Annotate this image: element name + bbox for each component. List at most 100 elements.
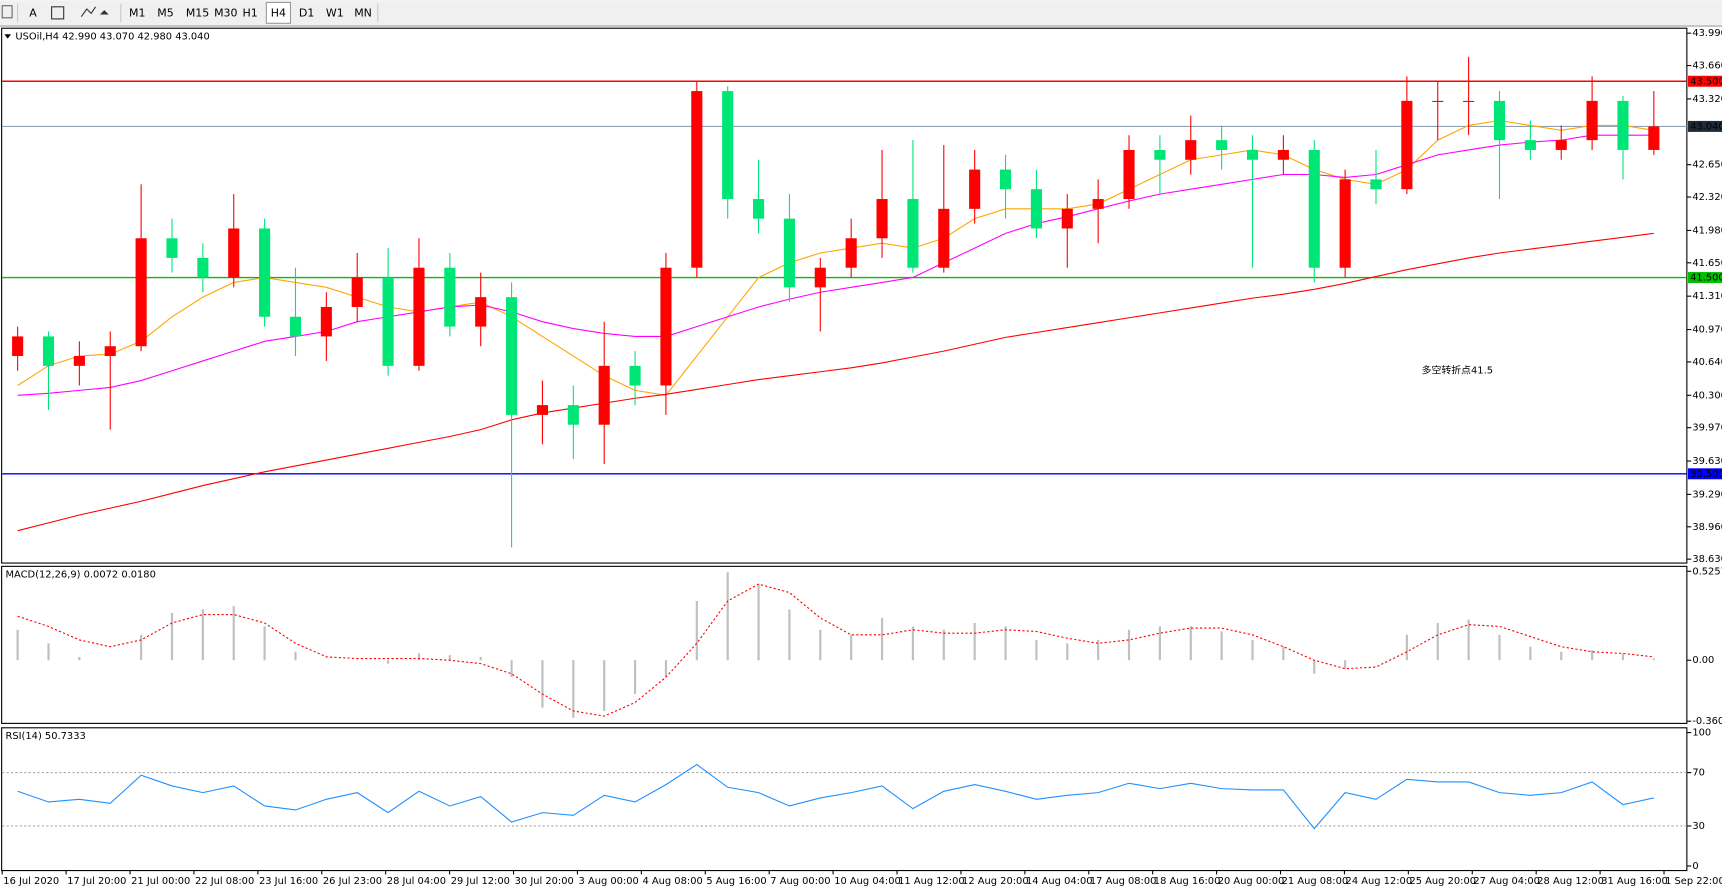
x-tick-label: 24 Aug 12:00 <box>1346 876 1413 887</box>
timeframe-button[interactable]: M30 <box>214 6 237 19</box>
candle-body <box>506 297 518 415</box>
panel-title: MACD(12,26,9) 0.0072 0.0180 <box>5 570 155 581</box>
y-tick-label: 40.300 <box>1692 390 1722 401</box>
timeframe-button[interactable]: M15 <box>186 6 209 19</box>
signal-line <box>17 583 1654 717</box>
chart-area: 43.990 43.660 43.320 42.650 42.320 41.980 41.6… <box>1 27 1722 887</box>
candle-body <box>1123 149 1135 200</box>
x-tick-label: 29 Jul 12:00 <box>451 876 510 887</box>
candle-body <box>814 267 826 288</box>
timeframe-button[interactable]: D1 <box>299 6 314 19</box>
timeframe-button[interactable]: H1 <box>243 6 258 19</box>
candle-body <box>1617 100 1629 150</box>
x-tick-label: 27 Aug 04:00 <box>1473 876 1540 887</box>
candle-body <box>598 365 610 425</box>
y-tick-label: 39.630 <box>1692 456 1722 467</box>
y-tick-label: 38.960 <box>1692 522 1722 533</box>
y-tick-label: 42.320 <box>1692 192 1722 203</box>
candle-body <box>228 228 240 278</box>
candle-body <box>1308 149 1320 268</box>
price-label: 41.500 <box>1690 273 1722 284</box>
y-tick-label: 40.970 <box>1692 325 1722 336</box>
y-tick-label: 30 <box>1692 821 1705 832</box>
candle-body <box>382 277 394 366</box>
candle-body <box>1463 100 1475 102</box>
candle-body <box>1154 149 1166 160</box>
annotation: 多空转折点41.5 <box>1422 363 1493 376</box>
x-tick-label: 16 Jul 2020 <box>3 876 59 887</box>
objects-tool[interactable] <box>80 6 97 18</box>
x-tick-label: 25 Aug 20:00 <box>1409 876 1476 887</box>
x-tick-label: 12 Aug 20:00 <box>962 876 1029 887</box>
candle-body <box>907 199 919 268</box>
x-tick-label: 21 Aug 08:00 <box>1282 876 1349 887</box>
price-label: 39.500 <box>1690 469 1722 480</box>
candle-body <box>1277 149 1289 160</box>
candle-body <box>73 356 85 366</box>
timeframe-button[interactable]: M5 <box>157 6 173 19</box>
x-tick-label: 30 Jul 20:00 <box>515 876 574 887</box>
x-tick-label: 11 Aug 12:00 <box>898 876 965 887</box>
timeframes: M1 M5 M15 M30 H1 H4 D1 W1 MN <box>129 1 372 24</box>
x-tick-label: 21 Jul 00:00 <box>131 876 190 887</box>
x-tick-label: 23 Jul 16:00 <box>259 876 318 887</box>
price-label: 43.500 <box>1690 76 1722 87</box>
candle-body <box>1586 100 1598 141</box>
candle-body <box>1092 199 1104 209</box>
label-tool[interactable] <box>51 6 65 20</box>
panel: 100 70 30 0 RSI(14) 50.7333 <box>1 727 1711 872</box>
y-tick-label: 0.00 <box>1692 655 1714 666</box>
text-tool[interactable]: A <box>29 6 37 19</box>
candle-body <box>135 238 147 347</box>
timeframe-button[interactable]: W1 <box>326 6 344 19</box>
candle-body <box>1216 140 1228 150</box>
candle-body <box>1061 208 1073 229</box>
x-tick-label: 4 Aug 08:00 <box>642 876 702 887</box>
y-tick-label: 0.5257 <box>1692 566 1722 577</box>
x-tick-label: 31 Aug 16:00 <box>1601 876 1668 887</box>
candle-body <box>444 267 456 327</box>
x-tick-label: 7 Aug 00:00 <box>770 876 830 887</box>
candle-body <box>166 238 178 258</box>
candle-body <box>1370 179 1382 190</box>
timeframe-button[interactable]: H4 <box>271 6 286 19</box>
crosshair-icon[interactable] <box>1 5 13 19</box>
y-tick-label: 38.630 <box>1692 554 1722 565</box>
x-tick-label: 3 Aug 00:00 <box>579 876 639 887</box>
panel-frame <box>1 565 1688 724</box>
x-tick-label: 20 Aug 00:00 <box>1218 876 1285 887</box>
candle-body <box>845 238 857 268</box>
candle-body <box>1246 149 1259 160</box>
candle-body <box>722 91 734 200</box>
candle-body <box>104 346 116 357</box>
title-arrow <box>4 34 11 39</box>
moving-average <box>17 134 1654 396</box>
candle-body <box>1030 189 1042 229</box>
x-tick-label: 28 Aug 12:00 <box>1537 876 1604 887</box>
x-tick-label: 10 Aug 04:00 <box>834 876 901 887</box>
y-tick-label: 39.970 <box>1692 423 1722 434</box>
toolbar: A M1 M5 M15 M30 H1 H4 D1 W1 MN <box>0 0 1722 27</box>
y-tick-label: 41.310 <box>1692 291 1722 302</box>
candle-body <box>1524 140 1536 150</box>
y-tick-label: 39.290 <box>1692 489 1722 500</box>
timeframe-button[interactable]: M1 <box>129 6 145 19</box>
price-label-box <box>1687 75 1722 87</box>
panel-title: RSI(14) 50.7333 <box>5 731 85 742</box>
candle-body <box>289 316 302 337</box>
candle-body <box>660 267 672 386</box>
active-timeframe <box>265 1 292 24</box>
candle-body <box>475 297 487 327</box>
y-tick-label: 43.660 <box>1692 61 1722 72</box>
y-tick-label: 42.650 <box>1692 160 1722 171</box>
panel-title: USOil,H4 42.990 43.070 42.980 43.040 <box>15 31 209 42</box>
candle-body <box>536 405 549 415</box>
timeframe-button[interactable]: MN <box>354 6 372 19</box>
dropdown-arrow[interactable] <box>99 10 109 15</box>
x-tick-label: 28 Jul 04:00 <box>387 876 446 887</box>
candle-body <box>629 365 641 386</box>
candle-body <box>259 228 271 317</box>
candle-body <box>1185 140 1197 160</box>
candle-body <box>1493 100 1506 141</box>
